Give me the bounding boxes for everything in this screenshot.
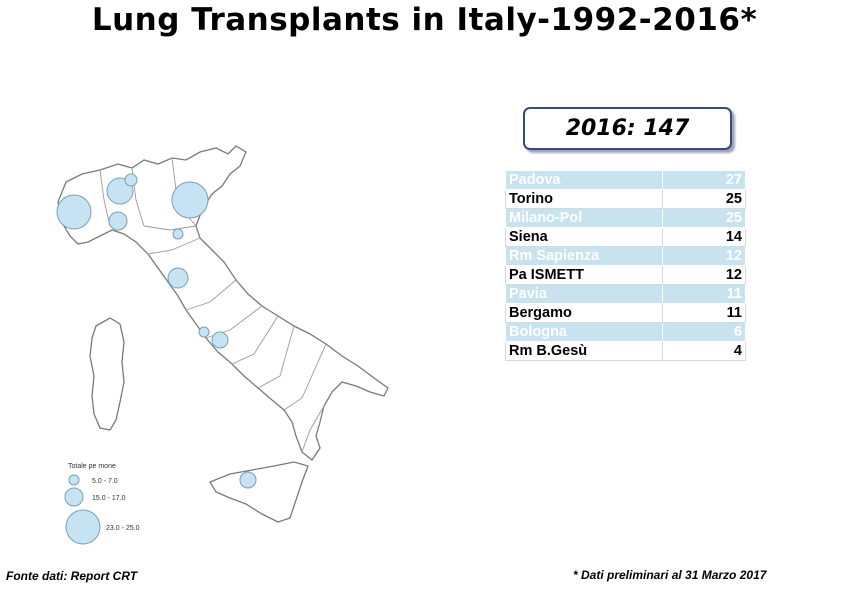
source-note: Fonte dati: Report CRT: [6, 569, 138, 583]
legend-label-medium: 15.0 - 17.0: [92, 495, 126, 502]
center-value: 27: [662, 170, 746, 190]
center-name: Milano-Pol: [505, 208, 663, 228]
italy-map: Totale pe mone 5.0 - 7.0 15.0 - 17.0 23.…: [56, 145, 389, 545]
legend-label-large: 23.0 - 25.0: [106, 525, 140, 532]
center-value: 4: [662, 341, 746, 361]
center-name: Torino: [505, 189, 663, 209]
center-name: Bergamo: [505, 303, 663, 323]
table-row: Pa ISMETT 12: [505, 265, 746, 285]
sicily-outline: [209, 461, 309, 523]
centers-table: Padova 27 Torino 25 Milano-Pol 25 Siena …: [505, 170, 746, 361]
bubble-torino: [56, 194, 92, 230]
center-value: 11: [662, 303, 746, 323]
center-name: Siena: [505, 227, 663, 247]
table-row: Torino 25: [505, 189, 746, 209]
center-value: 14: [662, 227, 746, 247]
bubble-siena: [167, 267, 189, 289]
preliminary-note: * Dati preliminari al 31 Marzo 2017: [573, 568, 767, 582]
map-legend: Totale pe mone 5.0 - 7.0 15.0 - 17.0 23.…: [64, 463, 140, 545]
sardinia-outline: [89, 317, 125, 431]
italy-mainland-outline: [57, 145, 389, 461]
table-row: Bergamo 11: [505, 303, 746, 323]
bubble-palermo: [239, 471, 257, 489]
center-name: Pavia: [505, 284, 663, 304]
center-name: Padova: [505, 170, 663, 190]
table-row: Pavia 11: [505, 284, 746, 304]
bubble-padova: [171, 181, 209, 219]
table-row: Milano-Pol 25: [505, 208, 746, 228]
center-value: 11: [662, 284, 746, 304]
center-value: 12: [662, 246, 746, 266]
table-row: Siena 14: [505, 227, 746, 247]
center-name: Bologna: [505, 322, 663, 342]
legend-bubble-small: [68, 474, 80, 486]
center-name: Pa ISMETT: [505, 265, 663, 285]
legend-label-small: 5.0 - 7.0: [92, 478, 118, 485]
center-name: Rm B.Gesù: [505, 341, 663, 361]
legend-bubble-medium: [64, 487, 84, 507]
center-value: 25: [662, 208, 746, 228]
legend-title: Totale pe mone: [68, 463, 116, 470]
bubble-bologna: [172, 228, 184, 240]
center-name: Rm Sapienza: [505, 246, 663, 266]
table-row: Bologna 6: [505, 322, 746, 342]
total-transplants-box: 2016: 147: [523, 107, 732, 150]
region-borders: [99, 157, 327, 453]
table-row: Padova 27: [505, 170, 746, 190]
center-value: 6: [662, 322, 746, 342]
center-bubbles: [56, 173, 257, 489]
bubble-pavia: [108, 211, 128, 231]
table-row: Rm Sapienza 12: [505, 246, 746, 266]
page-title: Lung Transplants in Italy-1992-2016*: [91, 2, 758, 38]
bubble-bergamo: [124, 173, 138, 187]
center-value: 12: [662, 265, 746, 285]
table-row: Rm B.Gesù 4: [505, 341, 746, 361]
total-label: 2016: 147: [565, 116, 690, 141]
bubble-roma-sapienza: [211, 331, 229, 349]
bubble-roma-bambino-gesu: [198, 326, 210, 338]
center-value: 25: [662, 189, 746, 209]
legend-bubble-large: [65, 509, 101, 545]
